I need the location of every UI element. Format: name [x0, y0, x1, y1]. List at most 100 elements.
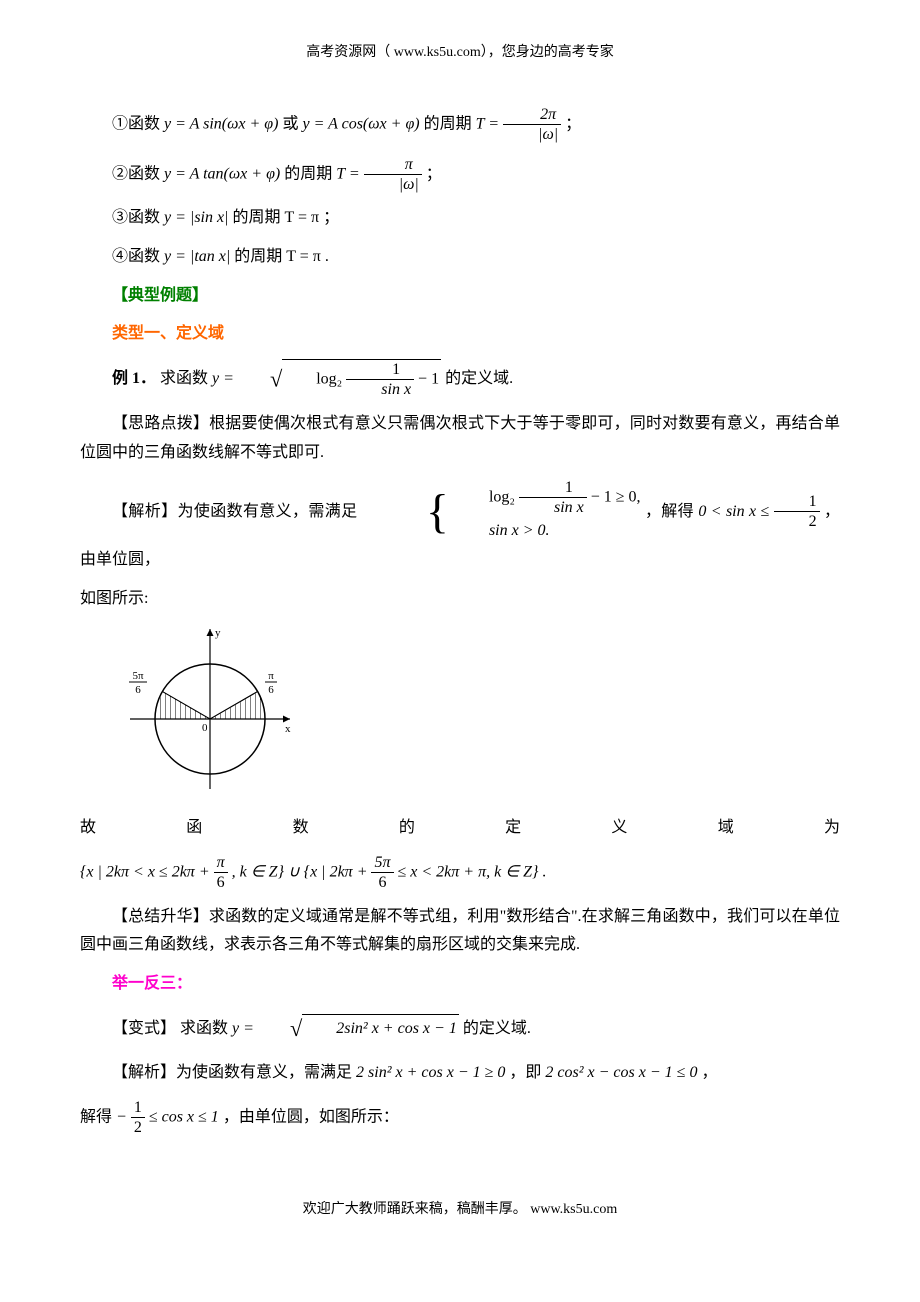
math: ≤ cos x ≤ 1 [149, 1108, 219, 1125]
heading-green: 【典型例题】 [112, 287, 208, 304]
section-heading-examples: 【典型例题】 [80, 282, 840, 311]
char: 函 [186, 814, 202, 843]
sqrt: √2sin² x + cos x − 1 [258, 1009, 459, 1049]
origin-label: 0 [202, 722, 208, 734]
fraction: π 6 [214, 853, 228, 892]
formula-period-tan: ②函数 y = A tan(ωx + φ) 的周期 T = π |ω| ； [80, 155, 840, 194]
svg-text:6: 6 [135, 684, 141, 696]
text: ③函数 [112, 209, 164, 226]
numerator: 5π [371, 853, 393, 873]
numerator: 1 [519, 478, 587, 498]
radical-icon: √ [290, 1016, 302, 1041]
brace-icon: { [394, 493, 449, 531]
tip-paragraph: 【思路点拨】根据要使偶次根式有意义只需偶次根式下大于等于零即可，同时对数要有意义… [80, 410, 840, 468]
practice-heading: 举一反三： [80, 970, 840, 999]
text: 的定义域. [445, 370, 513, 387]
math: y = |sin x| [164, 209, 228, 226]
text: 的定义域. [463, 1020, 531, 1037]
text: ； [426, 165, 442, 182]
svg-text:π: π [268, 670, 274, 682]
numerator: 1 [346, 360, 414, 380]
text: − 1 ≥ 0, [591, 488, 641, 505]
example-label: 例 1． [112, 370, 156, 387]
text: ， [701, 1064, 717, 1081]
char: 义 [611, 814, 627, 843]
radical-icon: √ [270, 367, 282, 392]
fraction: 1 2 [774, 492, 820, 531]
fraction: 2π |ω| [503, 105, 561, 144]
text: − 1 [418, 370, 439, 387]
math: y = A sin(ωx + φ) [164, 116, 278, 133]
svg-text:5π: 5π [132, 670, 144, 682]
log: log₂ [489, 488, 515, 505]
log: log₂ [316, 370, 342, 387]
variant-label: 【变式】 [112, 1020, 176, 1037]
math: T = [336, 165, 359, 182]
math: y = [232, 1020, 258, 1037]
text: ，由单位圆，如图所示： [223, 1108, 399, 1125]
row: sin x > 0. [457, 517, 641, 546]
math: {x | 2kπ < x ≤ 2kπ + [80, 863, 214, 880]
angle-label-right: π 6 [265, 670, 277, 696]
math: y = [212, 370, 238, 387]
math: y = A cos(ωx + φ) [303, 116, 420, 133]
text: 求函数 [160, 370, 212, 387]
text: 的周期 T = π ； [232, 209, 339, 226]
fraction: 1 2 [131, 1098, 145, 1137]
solution-1: 【解析】为使函数有意义，需满足 { log₂ 1 sin x − 1 ≥ 0, … [80, 478, 840, 575]
math: ≤ x < 2kπ + π, k ∈ Z} . [398, 863, 547, 880]
denominator: 2 [131, 1118, 145, 1137]
math: 2 cos² x − cos x − 1 ≤ 0 [545, 1064, 697, 1081]
page-header: 高考资源网（ www.ks5u.com），您身边的高考专家 [80, 40, 840, 65]
math: , k ∈ Z} ∪ {x | 2kπ + [232, 863, 372, 880]
angle-label-left: 5π 6 [129, 670, 147, 696]
equation-system: { log₂ 1 sin x − 1 ≥ 0, sin x > 0. [362, 478, 641, 546]
math: y = |tan x| [164, 248, 230, 265]
fraction: 1 sin x [519, 478, 587, 517]
math: 2 sin² x + cos x − 1 ≥ 0 [356, 1064, 505, 1081]
denominator: sin x [346, 380, 414, 399]
text: 解得 [80, 1108, 116, 1125]
text: ①函数 [112, 116, 164, 133]
spread-line: 故 函 数 的 定 义 域 为 [80, 814, 840, 843]
char: 域 [718, 814, 734, 843]
text: 求函数 [180, 1020, 232, 1037]
numerator: 2π [503, 105, 561, 125]
text: ，即 [509, 1064, 545, 1081]
text: ，解得 [645, 503, 698, 520]
text: 【解析】为使函数有意义，需满足 [112, 503, 362, 520]
denominator: |ω| [503, 125, 561, 144]
text: ④函数 [112, 248, 164, 265]
text: 的周期 T = π . [234, 248, 329, 265]
formula-period-abs-tan: ④函数 y = |tan x| 的周期 T = π . [80, 243, 840, 272]
fraction: 1 sin x [346, 360, 414, 399]
domain-result: {x | 2kπ < x ≤ 2kπ + π 6 , k ∈ Z} ∪ {x |… [80, 853, 840, 892]
numerator: 1 [131, 1098, 145, 1118]
x-axis-label: x [285, 723, 291, 735]
page-footer: 欢迎广大教师踊跃来稿，稿酬丰厚。 www.ks5u.com [80, 1197, 840, 1222]
text: 的周期 [284, 165, 336, 182]
formula-period-sin-cos: ①函数 y = A sin(ωx + φ) 或 y = A cos(ωx + φ… [80, 105, 840, 144]
section-heading-domain: 类型一、定义域 [80, 320, 840, 349]
y-axis-label: y [215, 627, 221, 639]
char: 为 [824, 814, 840, 843]
denominator: sin x [519, 498, 587, 517]
math: 0 < sin x ≤ [698, 503, 773, 520]
svg-text:6: 6 [268, 684, 274, 696]
summary-paragraph: 【总结升华】求函数的定义域通常是解不等式组，利用"数形结合".在求解三角函数中，… [80, 903, 840, 961]
solution-2-line1: 【解析】为使函数有意义，需满足 2 sin² x + cos x − 1 ≥ 0… [80, 1059, 840, 1088]
numerator: π [364, 155, 422, 175]
denominator: 2 [774, 512, 820, 531]
math: − [116, 1108, 131, 1125]
text: ； [565, 116, 581, 133]
char: 数 [293, 814, 309, 843]
sqrt: √ log₂ 1 sin x − 1 [238, 359, 441, 400]
solution-2-line2: 解得 − 1 2 ≤ cos x ≤ 1 ，由单位圆，如图所示： [80, 1098, 840, 1137]
denominator: |ω| [364, 175, 422, 194]
text: 的周期 [424, 116, 476, 133]
char: 故 [80, 814, 96, 843]
math: T = [476, 116, 499, 133]
char: 的 [399, 814, 415, 843]
heading-orange: 类型一、定义域 [112, 325, 224, 342]
text: ②函数 [112, 165, 164, 182]
